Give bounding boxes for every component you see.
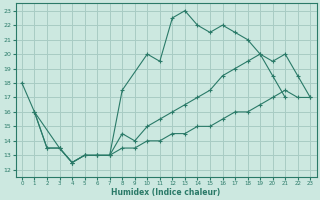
X-axis label: Humidex (Indice chaleur): Humidex (Indice chaleur) <box>111 188 221 197</box>
